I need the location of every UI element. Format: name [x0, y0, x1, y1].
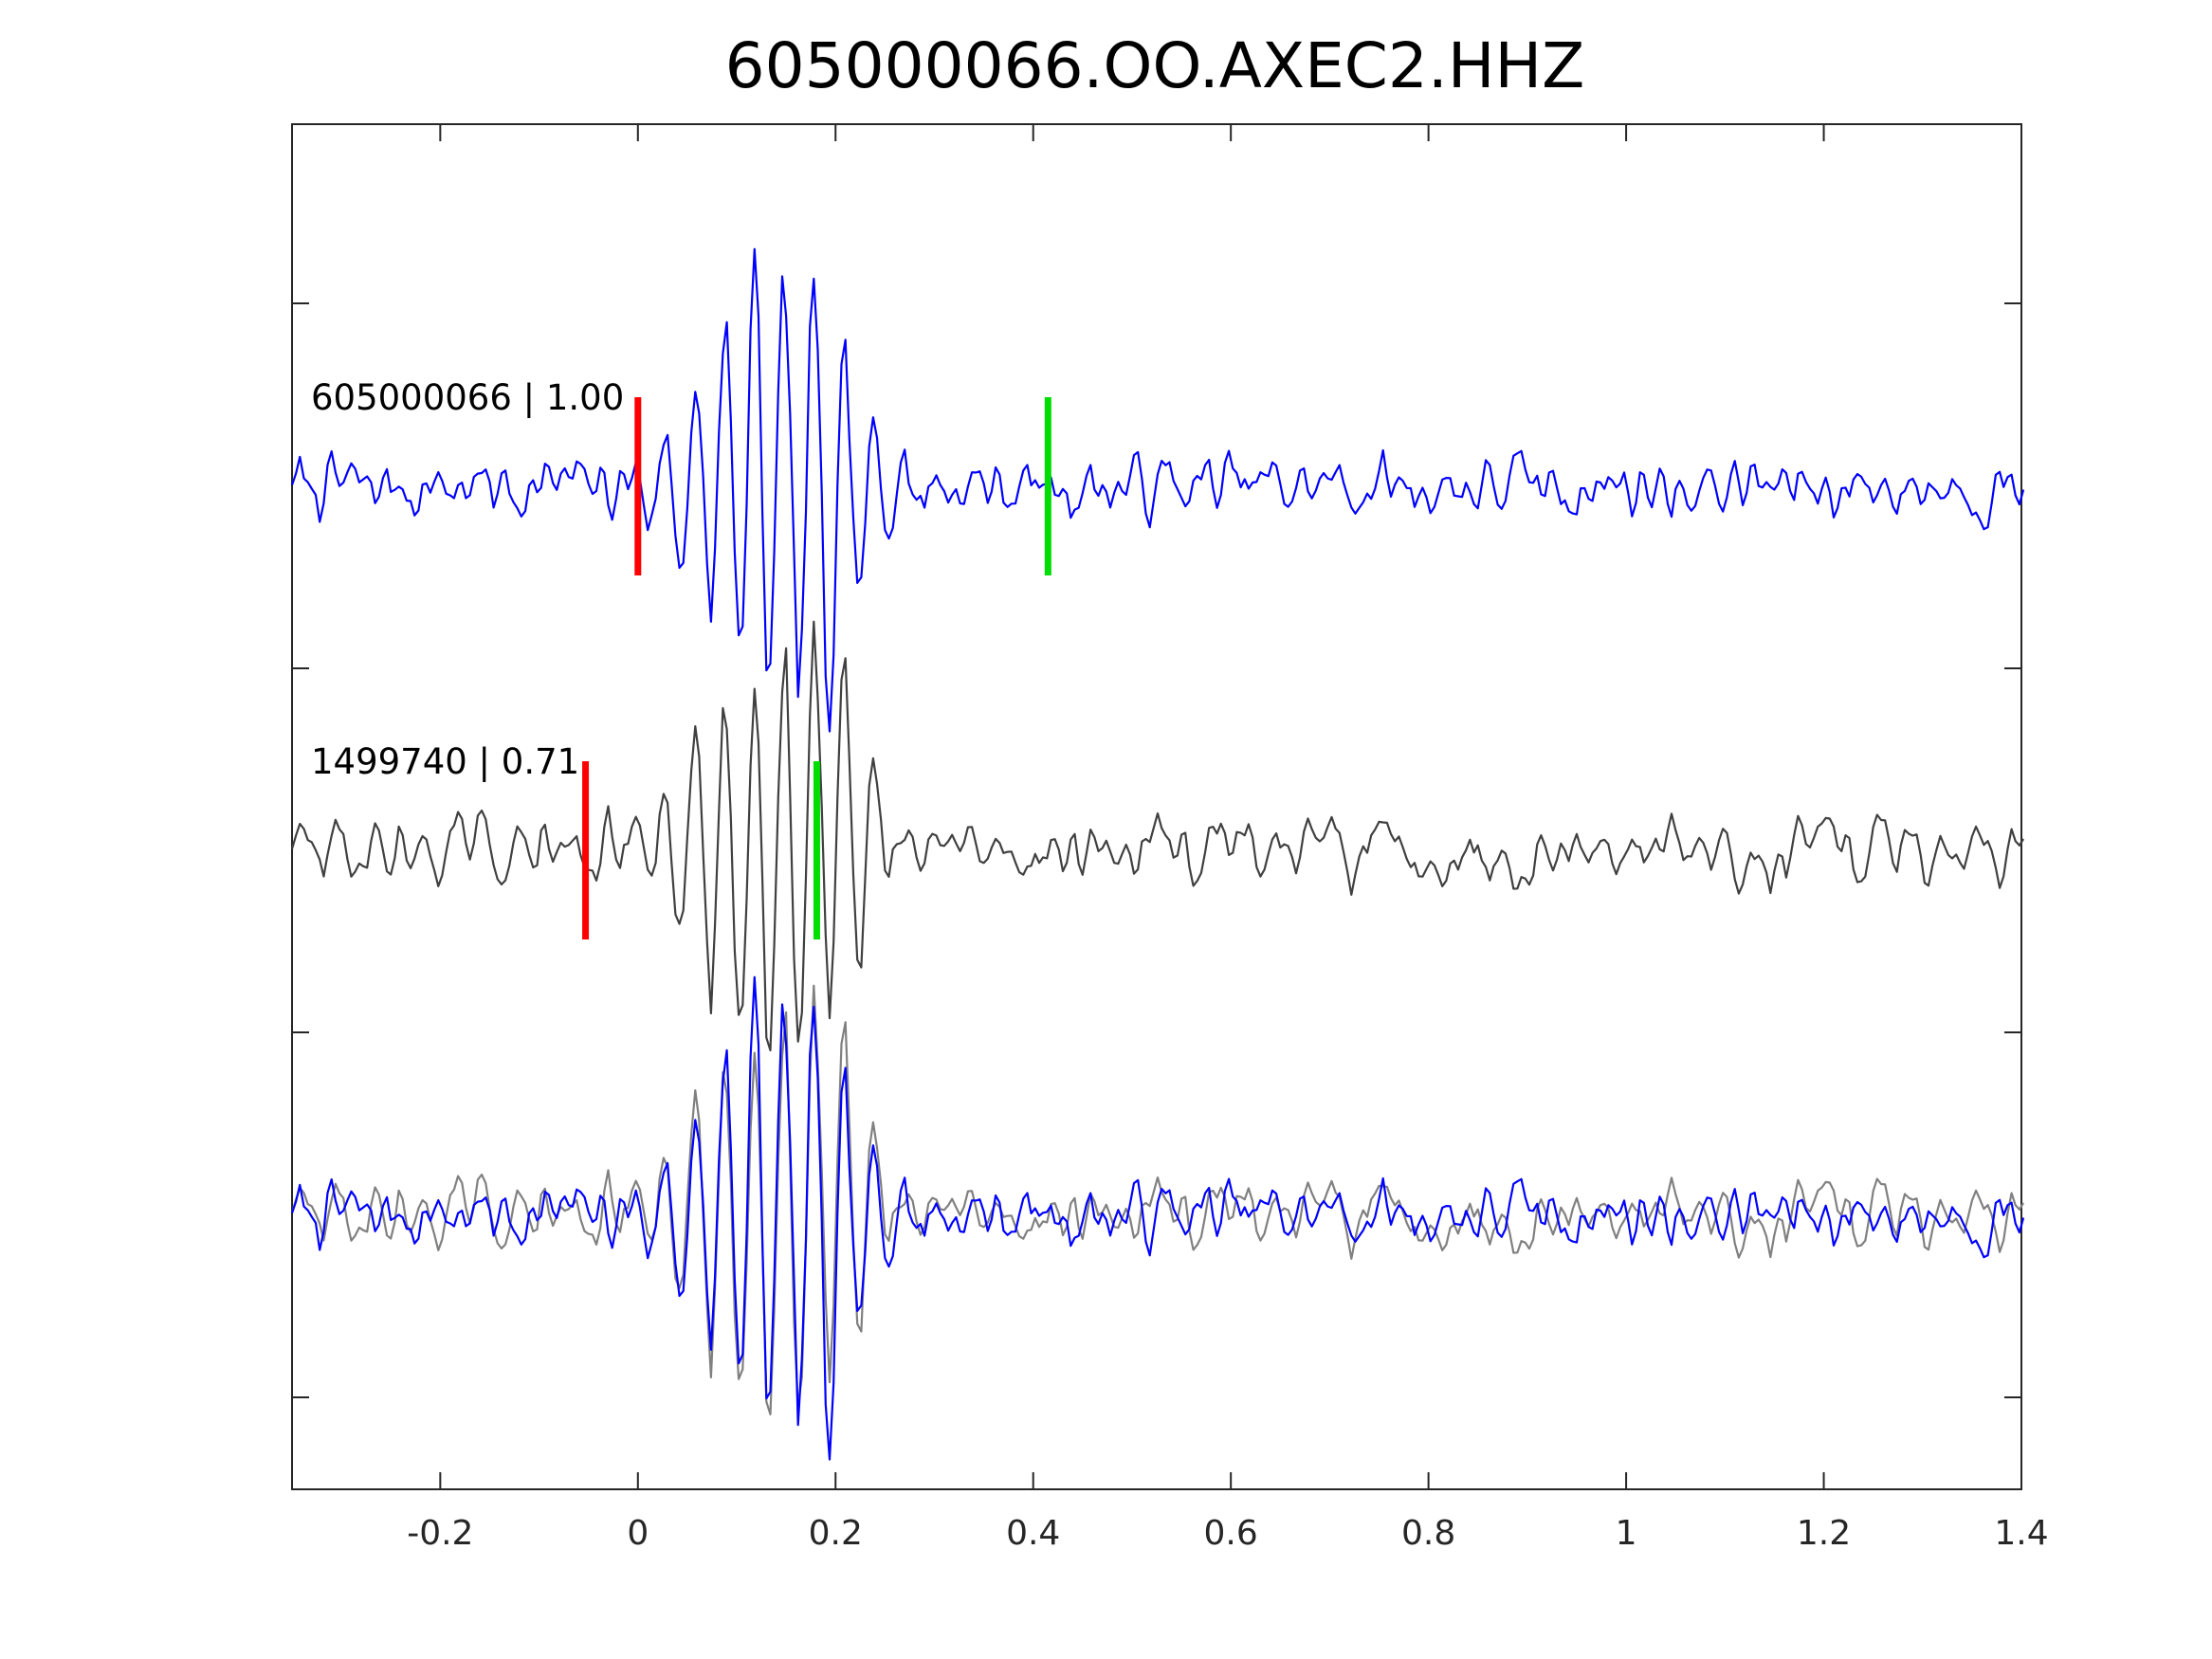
- x-tick-label: 0: [627, 1514, 649, 1553]
- detection-trace: [290, 620, 2025, 1051]
- x-tick-label: 1: [1616, 1514, 1637, 1553]
- x-tick-label: 1.2: [1797, 1514, 1851, 1553]
- x-tick-label: 0.2: [809, 1514, 863, 1553]
- x-ticks: -0.2 0 0.2 0.4 0.6 0.8 1 1.2 1.4: [407, 124, 2049, 1553]
- trace-label-template: 605000066 | 1.00: [311, 377, 624, 418]
- overlay-template-trace: [290, 975, 2025, 1461]
- chart-title: 605000066.OO.AXEC2.HHZ: [725, 29, 1585, 102]
- trace-label-detection: 1499740 | 0.71: [311, 741, 579, 782]
- template-trace: [290, 247, 2025, 733]
- x-tick-label: 0.8: [1401, 1514, 1455, 1553]
- x-tick-label: -0.2: [407, 1514, 473, 1553]
- x-tick-label: 0.4: [1006, 1514, 1060, 1553]
- overlay-detection-trace: [290, 984, 2025, 1415]
- x-tick-label: 1.4: [1994, 1514, 2048, 1553]
- traces: [290, 247, 2025, 1461]
- x-tick-label: 0.6: [1204, 1514, 1258, 1553]
- plot-frame: [291, 123, 2022, 1490]
- y-ticks: [292, 302, 2021, 1398]
